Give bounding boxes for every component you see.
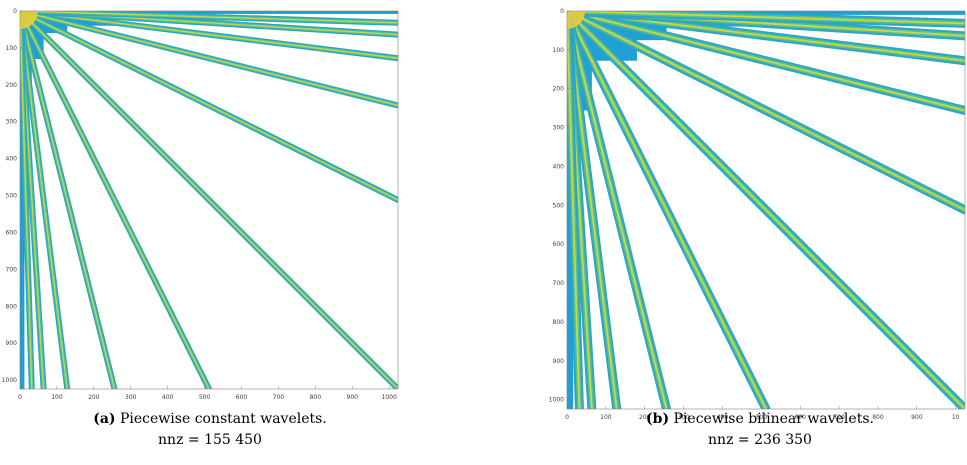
band-core [20,11,210,389]
left-tick-label: 500 [553,202,565,209]
bottom-tick-label: 300 [125,394,137,401]
bottom-tick-label: 800 [872,414,884,421]
left-tick-label: 600 [6,229,18,236]
left-tick-label: 1000 [2,377,17,384]
bottom-tick-label: 700 [833,414,845,421]
bottom-tick-label: 500 [199,394,211,401]
band-core [20,11,398,59]
bottom-tick-label: 200 [639,414,651,421]
band-core [20,11,398,201]
caption-b-nnz: nnz = 236 350 [708,432,812,448]
caption-b-label: (b) [646,411,670,427]
left-tick-label: 900 [553,358,565,365]
left-tick-label: 700 [553,280,565,287]
sparsity-plot-a: 0 100 200 300 400 500 600 700 800 900 1000 0 100 200 3… [2,8,399,401]
left-tick-label: 700 [6,266,18,273]
figure-a: 0 100 200 300 400 500 600 700 800 900 1000 0 100 200 3… [0,0,420,465]
dense-corner [567,11,585,29]
dense-block [20,11,25,389]
bottom-tick-label: 400 [162,394,174,401]
bottom-tick-label: 200 [88,394,100,401]
band-core [20,11,398,107]
left-tick-label: 0 [560,8,564,15]
bottom-tick-label: 400 [717,414,729,421]
bottom-tick-label: 700 [273,394,285,401]
band-core [20,11,33,389]
left-tick-label: 100 [6,45,18,52]
left-tick-label: 600 [553,241,565,248]
bottom-tick-label: 600 [236,394,248,401]
bottom-tick-label: 100 [600,414,612,421]
band-core [567,11,965,25]
bottom-tick-label: 300 [678,414,690,421]
figure-b: 0 100 200 300 400 500 600 700 800 900 1000 0 100 200 3… [545,0,967,465]
left-tick-label: 300 [553,125,565,132]
left-tick-label: 800 [6,303,18,310]
bottom-tick-label: 0 [18,394,22,401]
band-core [567,11,668,409]
bottom-tick-label: 10 [952,414,960,421]
caption-a: (a) Piecewise constant wavelets. nnz = 1… [60,409,360,451]
left-tick-label: 400 [6,156,18,163]
band-core [20,11,68,389]
caption-b: (b) Piecewise bilinear wavelets. nnz = 2… [610,409,910,451]
band-core [567,11,965,211]
band-core [20,11,398,24]
left-tick-label: 200 [553,86,565,93]
left-tick-label: 900 [6,340,18,347]
left-tick-label: 1000 [549,397,564,404]
caption-b-text: Piecewise bilinear wavelets. [673,411,874,427]
bottom-tick-label: 100 [51,394,63,401]
band-core [567,11,965,409]
band-core [20,11,398,389]
left-tick-label: 0 [13,8,17,15]
bottom-tick-label: 1000 [382,394,397,401]
bottom-tick-label: 500 [756,414,768,421]
bottom-tick-label: 900 [347,394,359,401]
plot-area [20,11,398,389]
plot-area [567,11,965,409]
dense-corner [20,11,38,29]
caption-a-label: (a) [93,411,116,427]
band-core [567,11,581,409]
axis-frame [19,10,399,390]
dense-block [20,11,398,14]
caption-a-nnz: nnz = 155 450 [158,432,262,448]
bottom-tick-label: 600 [794,414,806,421]
left-tick-label: 200 [6,82,18,89]
left-tick-label: 100 [553,47,565,54]
bottom-tick-label: 0 [565,414,569,421]
caption-a-text: Piecewise constant wavelets. [120,411,327,427]
left-tick-label: 300 [6,119,18,126]
band-core [567,11,965,112]
bottom-tick-label: 800 [310,394,322,401]
bottom-tick-label: 900 [911,414,923,421]
left-tick-label: 500 [6,193,18,200]
axis-frame [566,10,966,410]
left-tick-label: 800 [553,319,565,326]
left-tick-label: 400 [553,163,565,170]
band-core [20,11,116,389]
sparsity-plot-b: 0 100 200 300 400 500 600 700 800 900 1000 0 100 200 3… [549,8,966,421]
band-core [567,11,767,409]
